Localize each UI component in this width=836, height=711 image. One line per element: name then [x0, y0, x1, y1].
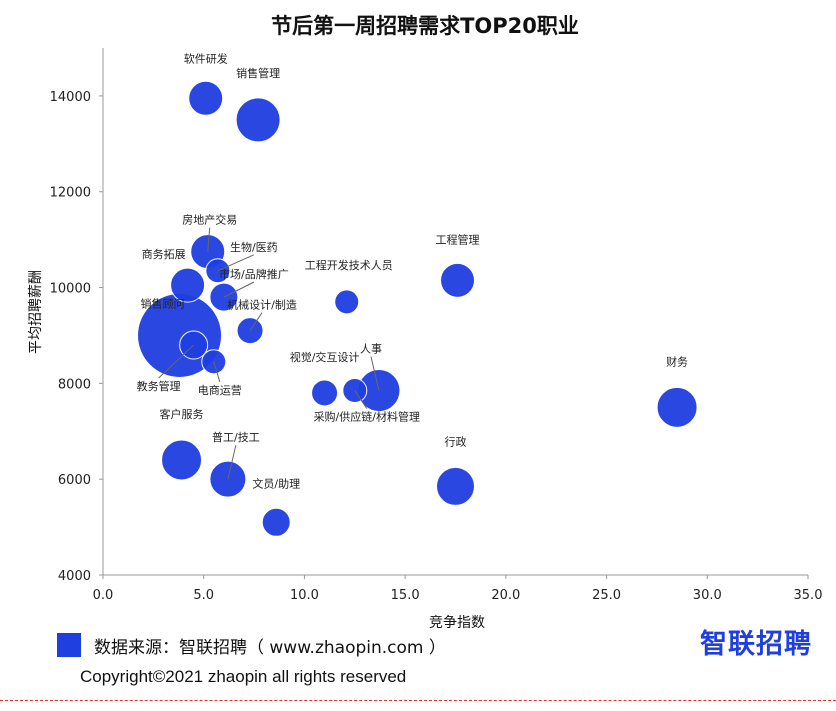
- bubble-工程管理: [440, 262, 476, 298]
- x-tick-label: 0.0: [93, 588, 114, 603]
- bubble-商务拓展: [170, 267, 206, 303]
- leader-line: [370, 356, 380, 391]
- leader-line: [227, 445, 237, 480]
- bubble-销售管理: [235, 97, 281, 143]
- bubble-label: 采购/供应链/材料管理: [314, 410, 420, 424]
- leader-line: [249, 312, 263, 331]
- y-tick-label: 6000: [58, 473, 91, 488]
- bubble-label: 人事: [360, 343, 382, 356]
- chart-title: 节后第一周招聘需求TOP20职业: [271, 14, 579, 38]
- leader-line: [354, 390, 368, 409]
- bubble-label: 工程开发技术人员: [305, 258, 393, 272]
- y-axis-label: 平均招聘薪酬: [28, 270, 44, 354]
- bubble-机械设计/制造: [236, 317, 264, 345]
- bubble-label: 电商运营: [198, 383, 242, 397]
- data-source: 数据来源：智联招聘（ www.zhaopin.com ）: [94, 638, 446, 658]
- x-tick-label: 30.0: [693, 588, 722, 603]
- copyright: Copyright©2021 zhaopin all rights reserv…: [80, 667, 407, 686]
- y-tick-label: 14000: [50, 90, 91, 105]
- bubble-label: 客户服务: [160, 407, 204, 421]
- x-tick-label: 10.0: [290, 588, 319, 603]
- x-tick-label: 35.0: [794, 588, 823, 603]
- bubble-label: 教务管理: [137, 379, 181, 393]
- leader-line: [213, 361, 221, 382]
- bubble-label: 软件研发: [184, 51, 228, 65]
- bubble-财务: [656, 386, 698, 428]
- bubbles: [137, 80, 698, 537]
- bubble-文员/助理: [261, 507, 291, 537]
- bubble-label: 销售顾问: [141, 296, 185, 310]
- bubble-label: 销售管理: [236, 66, 280, 80]
- y-tick-label: 4000: [58, 569, 91, 584]
- leader-line: [207, 227, 211, 252]
- bubble-视觉/交互设计: [311, 379, 339, 407]
- bubble-label: 视觉/交互设计: [290, 350, 360, 364]
- x-tick-label: 20.0: [491, 588, 520, 603]
- x-tick-label: 5.0: [193, 588, 214, 603]
- bubble-行政: [436, 466, 475, 506]
- bubble-label: 市场/品牌推广: [219, 267, 289, 281]
- bubble-label: 生物/医药: [230, 240, 278, 254]
- x-tick-label: 15.0: [391, 588, 420, 603]
- y-tick-label: 12000: [50, 186, 91, 201]
- bubble-label: 机械设计/制造: [227, 298, 297, 312]
- leader-line: [217, 254, 255, 272]
- bubble-label: 财务: [666, 354, 688, 368]
- bubble-软件研发: [188, 80, 224, 116]
- legend-swatch: [57, 633, 81, 657]
- y-tick-label: 8000: [58, 377, 91, 392]
- bottom-divider: [0, 700, 836, 701]
- brand-logo: 智联招聘: [700, 629, 812, 660]
- bubble-label: 工程管理: [436, 232, 480, 246]
- bubble-label: 行政: [445, 434, 467, 448]
- bubble-label: 商务拓展: [142, 247, 186, 261]
- bubble-label: 文员/助理: [252, 476, 300, 490]
- bubble-客户服务: [161, 439, 203, 481]
- bubble-label: 普工/技工: [212, 430, 260, 444]
- bubble-label: 房地产交易: [182, 213, 237, 227]
- x-axis-label: 竞争指数: [429, 614, 485, 631]
- leader-line: [223, 281, 255, 298]
- leader-line: [158, 344, 194, 379]
- x-tick-label: 25.0: [592, 588, 621, 603]
- y-tick-label: 10000: [50, 282, 91, 297]
- axes: 0.0 5.0 10.0 15.0 20.0 25.0 30.0 35.0 4000 6000 80…: [50, 48, 823, 603]
- bubble-工程开发技术人员: [334, 289, 360, 315]
